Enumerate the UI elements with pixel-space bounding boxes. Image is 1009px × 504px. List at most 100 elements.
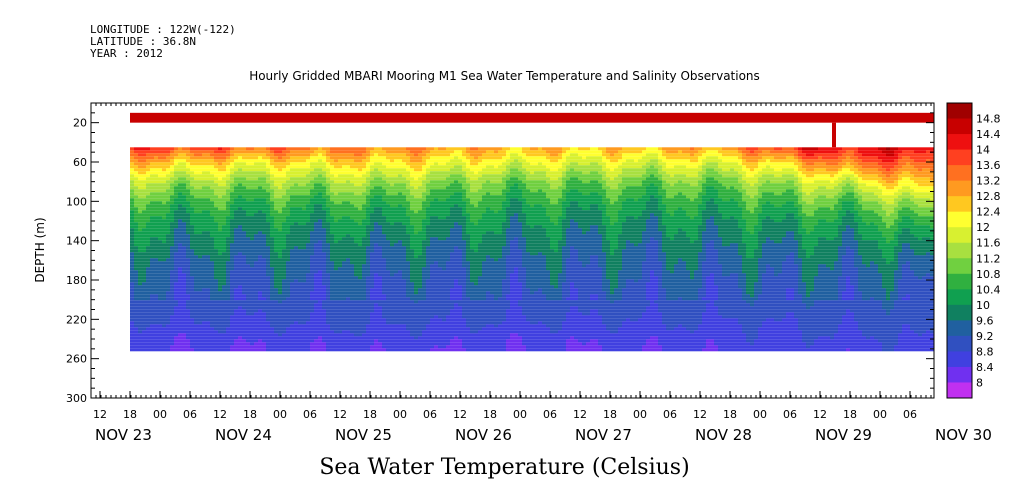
heatmap-cell xyxy=(206,252,210,256)
heatmap-cell xyxy=(306,315,310,319)
heatmap-cell xyxy=(322,177,326,181)
heatmap-cell xyxy=(206,171,210,175)
heatmap-cell xyxy=(178,168,182,172)
heatmap-cell xyxy=(278,318,282,322)
heatmap-cell xyxy=(342,279,346,283)
heatmap-cell xyxy=(154,303,158,307)
heatmap-cell xyxy=(258,165,262,169)
heatmap-cell xyxy=(298,339,302,343)
heatmap-cell xyxy=(314,180,318,184)
heatmap-cell xyxy=(318,198,322,202)
heatmap-cell xyxy=(306,282,310,286)
heatmap-cell xyxy=(206,189,210,193)
heatmap-cell xyxy=(146,153,150,157)
heatmap-cell xyxy=(238,318,242,322)
heatmap-cell xyxy=(230,339,234,343)
heatmap-cell xyxy=(178,285,182,289)
heatmap-cell xyxy=(370,279,374,283)
heatmap-cell xyxy=(166,186,170,190)
heatmap-cell xyxy=(422,195,426,199)
heatmap-cell xyxy=(258,270,262,274)
heatmap-cell xyxy=(258,225,262,229)
heatmap-cell xyxy=(394,285,398,289)
heatmap-cell xyxy=(290,150,294,154)
heatmap-cell xyxy=(242,183,246,187)
heatmap-cell xyxy=(202,207,206,211)
heatmap-cell xyxy=(274,150,278,154)
heatmap-cell xyxy=(390,249,394,253)
heatmap-cell xyxy=(394,171,398,175)
heatmap-cell xyxy=(282,249,286,253)
heatmap-cell xyxy=(386,162,390,166)
heatmap-cell xyxy=(290,234,294,238)
heatmap-cell xyxy=(266,267,270,271)
heatmap-cell xyxy=(210,147,214,151)
heatmap-cell xyxy=(274,342,278,346)
heatmap-cell xyxy=(174,201,178,205)
heatmap-cell xyxy=(306,348,310,352)
heatmap-cell xyxy=(386,255,390,259)
heatmap-cell xyxy=(258,222,262,226)
heatmap-cell xyxy=(206,177,210,181)
heatmap-cell xyxy=(406,195,410,199)
heatmap-cell xyxy=(142,300,146,304)
heatmap-cell xyxy=(274,252,278,256)
heatmap-cell xyxy=(410,279,414,283)
heatmap-cell xyxy=(402,318,406,322)
heatmap-cell xyxy=(294,219,298,223)
heatmap-cell xyxy=(262,318,266,322)
heatmap-cell xyxy=(230,183,234,187)
heatmap-cell xyxy=(314,216,318,220)
heatmap-cell xyxy=(294,336,298,340)
heatmap-cell xyxy=(274,180,278,184)
heatmap-cell xyxy=(398,174,402,178)
heatmap-cell xyxy=(202,216,206,220)
heatmap-cell xyxy=(254,249,258,253)
heatmap-cell xyxy=(326,231,330,235)
heatmap-cell xyxy=(382,333,386,337)
heatmap-cell xyxy=(246,216,250,220)
heatmap-cell xyxy=(282,342,286,346)
heatmap-cell xyxy=(266,264,270,268)
heatmap-cell xyxy=(226,270,230,274)
heatmap-cell xyxy=(266,246,270,250)
heatmap-cell xyxy=(414,273,418,277)
heatmap-cell xyxy=(306,288,310,292)
heatmap-cell xyxy=(322,201,326,205)
heatmap-cell xyxy=(270,156,274,160)
heatmap-cell xyxy=(170,186,174,190)
heatmap-cell xyxy=(306,258,310,262)
heatmap-cell xyxy=(354,324,358,328)
heatmap-cell xyxy=(238,333,242,337)
heatmap-cell xyxy=(310,213,314,217)
heatmap-cell xyxy=(170,195,174,199)
heatmap-cell xyxy=(206,237,210,241)
heatmap-cell xyxy=(202,276,206,280)
heatmap-cell xyxy=(338,219,342,223)
heatmap-cell xyxy=(306,180,310,184)
heatmap-cell xyxy=(158,240,162,244)
heatmap-cell xyxy=(270,231,274,235)
heatmap-cell xyxy=(254,213,258,217)
heatmap-cell xyxy=(198,183,202,187)
heatmap-cell xyxy=(190,222,194,226)
heatmap-cell xyxy=(298,210,302,214)
heatmap-cell xyxy=(218,246,222,250)
heatmap-cell xyxy=(294,291,298,295)
heatmap-cell xyxy=(150,336,154,340)
heatmap-cell xyxy=(338,189,342,193)
heatmap-cell xyxy=(330,249,334,253)
heatmap-cell xyxy=(174,315,178,319)
heatmap-cell xyxy=(278,210,282,214)
heatmap-cell xyxy=(186,237,190,241)
heatmap-cell xyxy=(166,309,170,313)
heatmap-cell xyxy=(262,321,266,325)
heatmap-cell xyxy=(322,174,326,178)
heatmap-cell xyxy=(250,309,254,313)
heatmap-cell xyxy=(210,174,214,178)
heatmap-cell xyxy=(350,330,354,334)
heatmap-cell xyxy=(202,180,206,184)
heatmap-cell xyxy=(330,162,334,166)
heatmap-cell xyxy=(178,261,182,265)
heatmap-cell xyxy=(314,306,318,310)
